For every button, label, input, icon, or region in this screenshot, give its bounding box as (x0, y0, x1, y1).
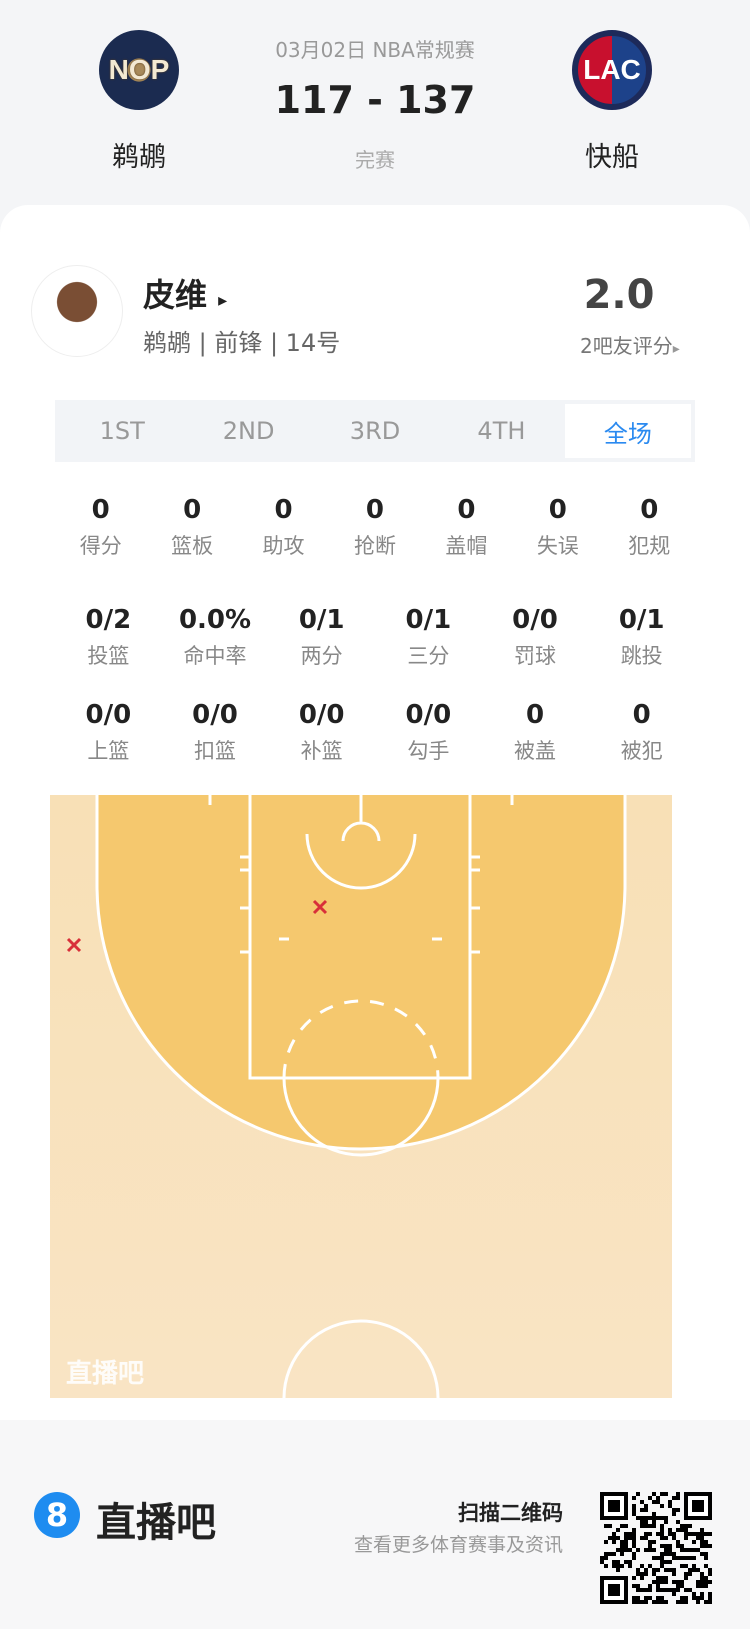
stat-value: 0/1 (405, 605, 452, 635)
footer-subtitle: 查看更多体育赛事及资讯 (353, 1534, 563, 1556)
stat-type: 0/0 补篮 (268, 697, 375, 765)
tab-2nd[interactable]: 2ND (222, 417, 275, 445)
stat-value: 0 (365, 495, 385, 525)
scan-label: 扫描二维码 (458, 1501, 563, 1525)
stat-basic: 0 犯规 (604, 492, 695, 560)
chevron-right-icon: ▸ (672, 341, 680, 357)
stat-shooting: 0/1 跳投 (588, 602, 695, 670)
stats-row-shooting: 0/2 投篮 0.0% 命中率 0/1 两分 0/1 三分 0/0 罚球 0/1 跳投 (55, 602, 695, 670)
stat-basic: 0 篮板 (146, 492, 237, 560)
stat-label: 盖帽 (445, 534, 488, 558)
shot-chart: 直播吧 (50, 795, 672, 1398)
stat-label: 补篮 (300, 739, 343, 763)
stat-basic: 0 盖帽 (421, 492, 512, 560)
tab-3rd[interactable]: 3RD (349, 417, 401, 445)
stats-row-basic: 0 得分 0 篮板 0 助攻 0 抢断 0 盖帽 0 失误 0 犯规 (55, 492, 695, 560)
shot-miss-marker (312, 899, 328, 915)
match-score: 117 - 137 (274, 78, 476, 122)
stat-label: 篮板 (171, 534, 214, 558)
stat-value: 0 (91, 495, 110, 525)
stat-label: 助攻 (262, 534, 305, 558)
stat-shooting: 0/1 两分 (268, 602, 375, 670)
shot-miss-marker (66, 937, 82, 953)
court-lines (95, 795, 627, 1398)
stat-value: 0 (640, 495, 659, 525)
stat-label: 抢断 (353, 534, 396, 558)
player-arrow-icon: ▸ (218, 290, 228, 311)
stat-label: 勾手 (407, 739, 450, 763)
stat-type: 0/0 扣篮 (162, 697, 269, 765)
stat-label: 上篮 (87, 739, 130, 763)
stat-shooting: 0/2 投篮 (55, 602, 162, 670)
player-avatar[interactable] (31, 265, 123, 357)
stat-basic: 0 得分 (55, 492, 146, 560)
stat-label: 犯规 (628, 534, 671, 558)
stat-value: 0/1 (618, 605, 665, 635)
stat-value: 0/0 (405, 700, 452, 730)
stat-label: 被盖 (514, 739, 557, 763)
stat-label: 命中率 (183, 644, 247, 668)
away-team-name[interactable]: 快船 (585, 142, 639, 173)
stat-shooting: 0/0 罚球 (482, 602, 589, 670)
tab-4th[interactable]: 4TH (477, 417, 526, 445)
player-rating: 2.0 (583, 272, 655, 318)
stat-type: 0/0 上篮 (55, 697, 162, 765)
stat-basic: 0 失误 (512, 492, 603, 560)
stat-value: 0 (457, 495, 476, 525)
brand-logo-icon: 8 (34, 1492, 80, 1538)
stat-value: 0 (525, 700, 545, 730)
stat-basic: 0 助攻 (238, 492, 329, 560)
stat-type: 0 被犯 (588, 697, 695, 765)
stat-basic: 0 抢断 (329, 492, 420, 560)
watermark: 直播吧 (66, 1359, 144, 1389)
match-status: 完赛 (355, 148, 395, 172)
stat-value: 0/0 (85, 700, 132, 730)
away-team-logo[interactable]: LAC (572, 30, 652, 110)
stat-value: 0 (274, 495, 293, 525)
match-date-league: 03月02日 NBA常规赛 (275, 38, 475, 62)
stat-value: 0/1 (298, 605, 345, 635)
stat-value: 0 (632, 700, 651, 730)
stat-label: 投篮 (87, 644, 130, 668)
stat-value: 0/2 (85, 605, 132, 635)
stat-shooting: 0.0% 命中率 (162, 602, 269, 670)
stat-value: 0/0 (192, 700, 238, 730)
stat-type: 0 被盖 (482, 697, 589, 765)
stat-value: 0.0% (178, 605, 252, 635)
stat-label: 扣篮 (194, 739, 236, 763)
stat-type: 0/0 勾手 (375, 697, 482, 765)
stat-shooting: 0/1 三分 (375, 602, 482, 670)
stat-label: 跳投 (620, 644, 663, 668)
period-tabs: 1ST 2ND 3RD 4TH 全场 (55, 400, 695, 462)
stat-label: 得分 (79, 534, 122, 558)
tab-1st[interactable]: 1ST (99, 417, 145, 445)
home-team-logo[interactable]: NOP (99, 30, 179, 110)
stat-label: 三分 (407, 644, 450, 668)
stat-value: 0/0 (298, 700, 345, 730)
stat-label: 失误 (536, 534, 579, 558)
stats-row-shot-types: 0/0 上篮 0/0 扣篮 0/0 补篮 0/0 勾手 0 被盖 0 被犯 (55, 697, 695, 765)
stat-value: 0 (183, 495, 202, 525)
stat-label: 罚球 (514, 644, 557, 668)
three-point-area (97, 795, 625, 1149)
player-name[interactable]: 皮维 ▸ (143, 276, 228, 314)
stat-value: 0/0 (512, 605, 558, 635)
stat-value: 0 (548, 495, 567, 525)
brand-name: 直播吧 (96, 1500, 216, 1546)
qr-code[interactable] (600, 1492, 712, 1604)
home-team-name[interactable]: 鹈鹕 (112, 142, 166, 173)
stat-label: 被犯 (620, 739, 663, 763)
player-info: 鹈鹕 | 前锋 | 14号 (143, 329, 341, 357)
tab-full-game[interactable]: 全场 (564, 404, 692, 458)
stat-label: 两分 (300, 644, 343, 668)
rating-link[interactable]: 2吧友评分▸ (580, 334, 680, 358)
